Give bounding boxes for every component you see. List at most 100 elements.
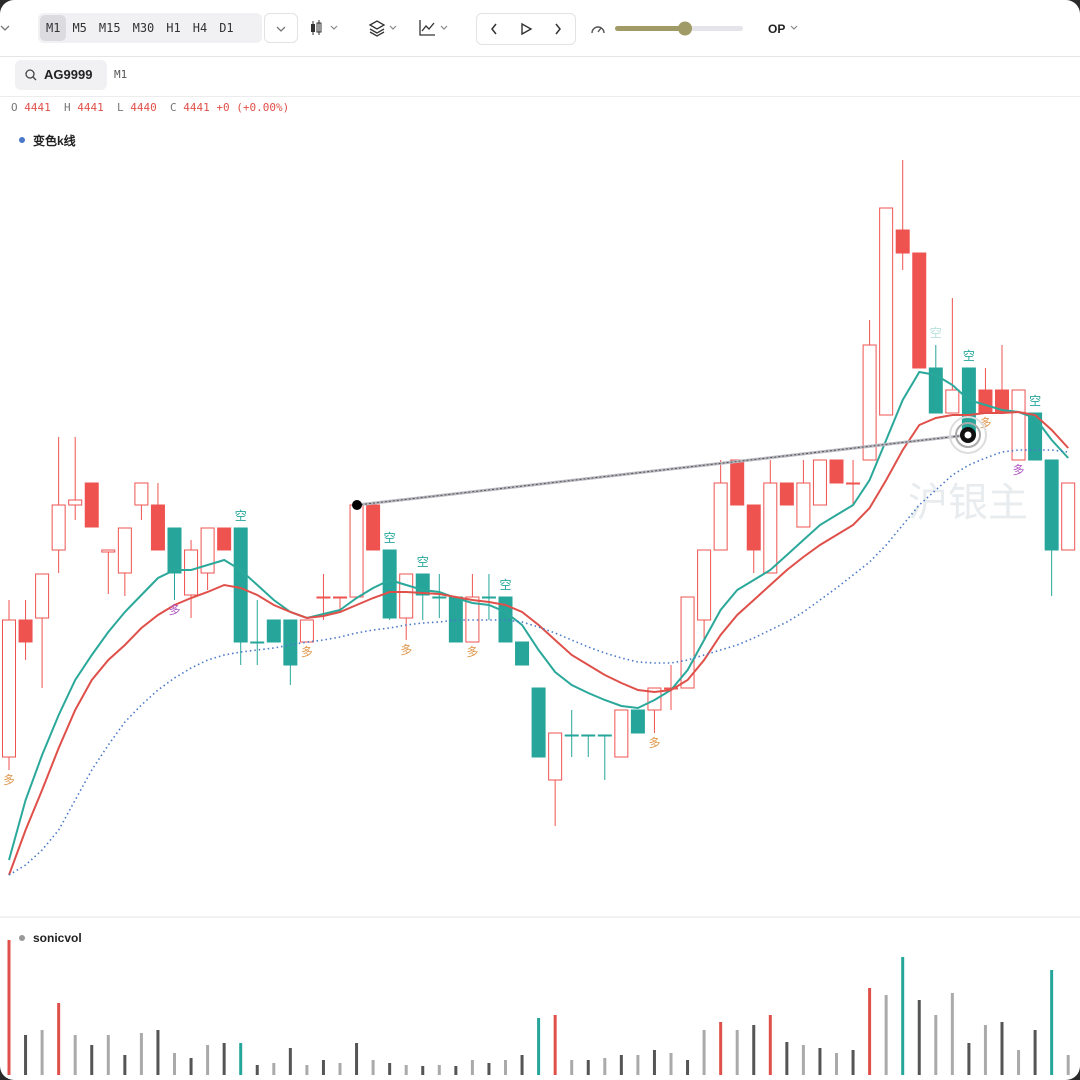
period-button[interactable]: M30: [132, 21, 155, 35]
candle-type-button[interactable]: [306, 16, 346, 40]
volume-bar: [537, 1018, 541, 1075]
volume-bar: [272, 1063, 276, 1075]
signal-label: 空: [384, 531, 396, 545]
volume-bar: [1050, 970, 1054, 1075]
period-button[interactable]: M15: [98, 21, 121, 35]
quote-label: L: [117, 101, 124, 114]
mode-label: OP: [768, 22, 786, 36]
volume-bar: [967, 1043, 971, 1075]
candle-body: [448, 596, 463, 643]
candle-body: [912, 252, 927, 369]
volume-bar: [106, 1035, 110, 1075]
volume-bar: [603, 1058, 607, 1075]
candle-body: [84, 482, 99, 528]
volume-bar: [371, 1060, 375, 1075]
candle-body: [928, 367, 943, 414]
volume-bar: [454, 1066, 458, 1075]
next-button[interactable]: [555, 23, 561, 35]
candle-body: [51, 504, 66, 551]
signal-label: 空: [499, 578, 511, 592]
signal-label: 多: [301, 645, 313, 659]
quote-value: 4441: [77, 101, 104, 114]
volume-bar: [586, 1060, 590, 1075]
period-dropdown[interactable]: [264, 13, 298, 43]
indicator-button[interactable]: [416, 16, 456, 40]
symbol-search[interactable]: AG9999: [15, 60, 107, 90]
volume-bar: [752, 1025, 756, 1075]
candle-body: [862, 344, 877, 461]
volume-bar: [470, 1060, 474, 1075]
quote-label: C: [170, 101, 177, 114]
candle-body: [250, 641, 265, 644]
volume-bar: [983, 1025, 987, 1075]
volume-bar: [801, 1045, 805, 1075]
trend-drawing[interactable]: [352, 416, 987, 510]
prev-button[interactable]: [491, 23, 497, 35]
candle-body: [581, 734, 596, 737]
volume-bar: [868, 988, 872, 1075]
volume-bar: [40, 1030, 44, 1075]
candle-body: [846, 482, 861, 485]
candle-body: [515, 641, 530, 666]
volume-bar: [24, 1035, 28, 1075]
volume-bar: [520, 1055, 524, 1075]
volume-bar: [1000, 1022, 1004, 1075]
quote-change-pct: (+0.00%): [236, 101, 290, 114]
volume-bar: [156, 1030, 160, 1075]
volume-bar: [189, 1058, 193, 1075]
volume-bar: [768, 1015, 772, 1075]
signal-label: 多: [979, 416, 991, 430]
candle-body: [316, 596, 331, 599]
indicator-lines: [8, 370, 1069, 876]
volume-bar: [338, 1063, 342, 1075]
volume-bar: [1017, 1050, 1021, 1075]
quote-change: +0: [216, 101, 230, 114]
candle-body: [35, 573, 50, 619]
speed-slider[interactable]: [588, 18, 748, 40]
volume-bar: [570, 1060, 574, 1075]
layers-button[interactable]: [366, 16, 406, 40]
candle-body: [299, 619, 314, 643]
volume-bar: [404, 1065, 408, 1075]
legend-dot: [19, 137, 25, 143]
period-button[interactable]: D1: [219, 21, 234, 35]
period-button[interactable]: M1: [40, 15, 67, 41]
mode-select[interactable]: OP: [768, 22, 800, 36]
signal-label: 空: [963, 349, 975, 363]
volume-bar: [686, 1060, 690, 1075]
play-button[interactable]: [521, 22, 533, 36]
volume-legend-label: sonicvol: [33, 931, 82, 945]
volume-bar: [90, 1045, 94, 1075]
candle-body: [895, 229, 910, 254]
candle-body: [779, 482, 794, 506]
period-button[interactable]: H1: [166, 21, 181, 35]
volume-bar: [619, 1055, 623, 1075]
volume-bar: [884, 995, 888, 1075]
indicator-line: [8, 410, 1069, 876]
candle-body: [1044, 459, 1059, 551]
candle-body: [713, 482, 728, 551]
candle-body: [945, 389, 960, 414]
candle-body: [763, 482, 778, 574]
signals: 多多多多多多多多空空空空空空空: [3, 326, 1041, 787]
collapse-icon[interactable]: [0, 22, 12, 34]
period-button[interactable]: H4: [192, 21, 208, 35]
volume-bar: [321, 1060, 325, 1075]
signal-label: 多: [400, 643, 412, 657]
candle-body: [167, 527, 182, 574]
volume-bar: [851, 1050, 855, 1075]
candle-body: [117, 527, 132, 574]
volume-bar: [57, 1003, 61, 1075]
period-button[interactable]: M5: [72, 21, 87, 35]
volume-bar: [818, 1048, 822, 1075]
signal-label: 空: [1029, 394, 1041, 408]
candle-body: [531, 687, 546, 758]
volume-bars: [7, 940, 1070, 1075]
candle-body: [333, 596, 347, 599]
volume-bar: [950, 993, 954, 1075]
toolbar: M1 M5 M15 M30 H1 H4 D1 OP: [0, 0, 1080, 57]
candle-body: [382, 549, 397, 619]
